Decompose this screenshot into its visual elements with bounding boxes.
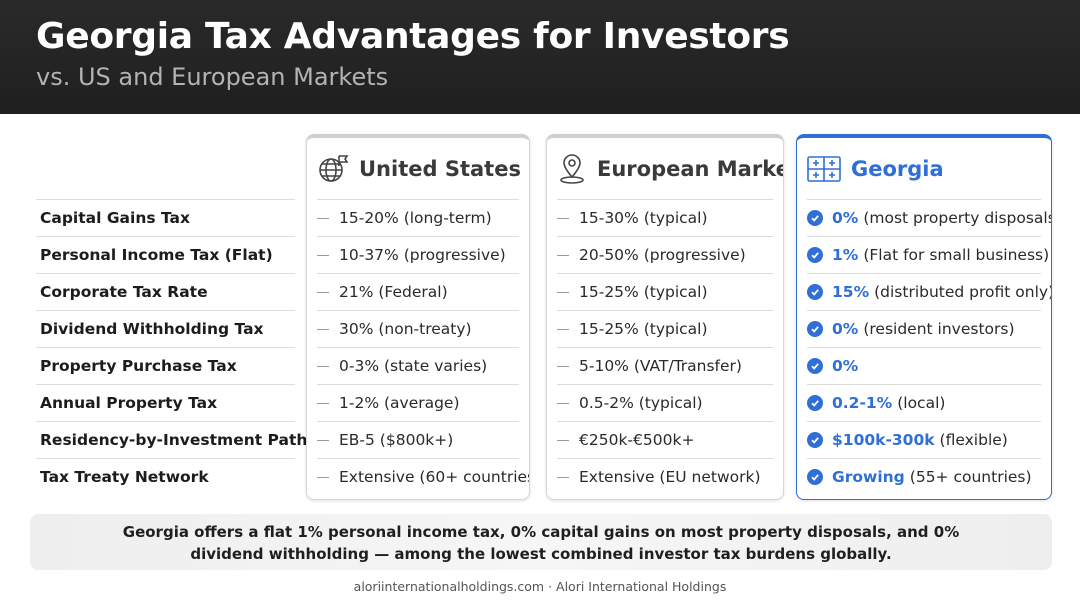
table-cell: 15-20% (long-term) — [317, 199, 519, 236]
check-icon — [807, 469, 823, 485]
check-icon — [807, 210, 823, 226]
table-cell: 0.2-1% (local) — [807, 384, 1041, 421]
row-label: Property Purchase Tax — [36, 347, 295, 384]
table-cell: 20-50% (progressive) — [557, 236, 773, 273]
table-cell: 1-2% (average) — [317, 384, 519, 421]
column-header: Georgia — [797, 138, 1051, 199]
table-cell: 30% (non-treaty) — [317, 310, 519, 347]
footer-credit: aloriinternationalholdings.com · Alori I… — [353, 579, 727, 594]
table-cell: 15-25% (typical) — [557, 273, 773, 310]
column-title: Georgia — [851, 156, 944, 181]
table-cell: 5-10% (VAT/Transfer) — [557, 347, 773, 384]
table-cell: 15% (distributed profit only) — [807, 273, 1051, 310]
column-european-markets: European Markets 15-30% (typical) 20-50%… — [546, 134, 784, 500]
table-cell: $100k-300k (flexible) — [807, 421, 1041, 458]
check-icon — [807, 395, 823, 411]
page-title: Georgia Tax Advantages for Investors — [36, 16, 790, 57]
table-cell: 0% — [807, 347, 1041, 384]
table-cell: 15-30% (typical) — [557, 199, 773, 236]
page-subtitle: vs. US and European Markets — [36, 63, 389, 91]
globe-flag-icon — [319, 154, 349, 182]
map-pin-icon — [560, 153, 584, 184]
table-cell: 0% (resident investors) — [807, 310, 1041, 347]
table-cell: Extensive (60+ countries) — [317, 458, 529, 495]
column-header: United States — [307, 138, 529, 199]
column-title: United States — [359, 156, 521, 181]
row-labels: Capital Gains Tax Personal Income Tax (F… — [36, 199, 342, 495]
summary-note: Georgia offers a flat 1% personal income… — [30, 514, 1052, 570]
column-georgia: Georgia 0% (most property disposals) 1% (F… — [796, 134, 1052, 500]
table-cell: Growing (55+ countries) — [807, 458, 1041, 495]
summary-line: dividend withholding — among the lowest … — [190, 545, 892, 563]
row-label: Corporate Tax Rate — [36, 273, 295, 310]
table-cell: Extensive (EU network) — [557, 458, 773, 495]
table-cell: 0% (most property disposals) — [807, 199, 1051, 236]
check-icon — [807, 284, 823, 300]
table-cell: 21% (Federal) — [317, 273, 519, 310]
summary-line: Georgia offers a flat 1% personal income… — [122, 523, 960, 541]
check-icon — [807, 432, 823, 448]
table-cell: 0-3% (state varies) — [317, 347, 519, 384]
header-banner: Georgia Tax Advantages for Investors vs.… — [0, 0, 1080, 114]
georgia-flag-icon — [807, 155, 841, 182]
row-label: Annual Property Tax — [36, 384, 295, 421]
table-cell: €250k-€500k+ — [557, 421, 773, 458]
check-icon — [807, 321, 823, 337]
table-cell: 1% (Flat for small business) — [807, 236, 1049, 273]
row-label: Tax Treaty Network — [36, 458, 295, 495]
table-cell: 0.5-2% (typical) — [557, 384, 773, 421]
column-header: European Markets — [547, 138, 783, 199]
row-label: Capital Gains Tax — [36, 199, 295, 236]
table-cell: 15-25% (typical) — [557, 310, 773, 347]
check-icon — [807, 247, 823, 263]
row-label: Dividend Withholding Tax — [36, 310, 295, 347]
table-cell: EB-5 ($800k+) — [317, 421, 519, 458]
row-label: Personal Income Tax (Flat) — [36, 236, 295, 273]
row-label: Residency-by-Investment Pathway — [36, 421, 342, 458]
table-cell: 10-37% (progressive) — [317, 236, 519, 273]
column-united-states: United States 15-20% (long-term) 10-37% … — [306, 134, 530, 500]
column-title: European Markets — [597, 156, 783, 181]
check-icon — [807, 358, 823, 374]
